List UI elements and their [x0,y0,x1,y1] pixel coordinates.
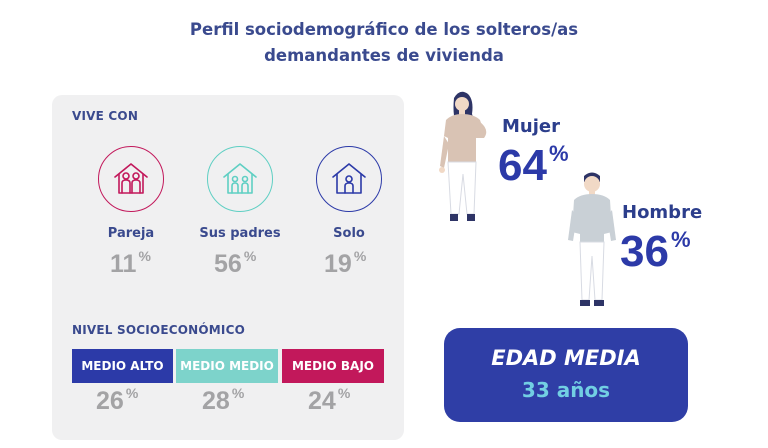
medio-alto-segment: MEDIO ALTO [72,349,173,383]
vive-con-label: VIVE CON [72,109,139,123]
medio-alto-value: 26% [96,385,139,415]
title-line-2: demandantes de vivienda [264,46,504,65]
woman-figure-icon [439,91,487,221]
medio-bajo-segment: MEDIO BAJO [282,349,384,383]
hombre-label: Hombre [622,202,703,223]
mujer-value: 64% [498,141,569,190]
title-line-1: Perfil sociodemográfico de los solteros/… [189,20,579,39]
single-house-icon [316,146,382,212]
medio-medio-segment: MEDIO MEDIO [176,349,278,383]
vive-con-solo-label: Solo [333,226,365,241]
couple-house-icon [98,146,164,212]
man-figure-icon [568,172,616,306]
page-title: Perfil sociodemográfico de los solteros/… [0,17,768,69]
vive-con-sus-padres-label: Sus padres [199,226,281,241]
edad-media-title: EDAD MEDIA [491,346,641,370]
medio-medio-value: 28% [202,385,245,415]
vive-con-sus-padres-value: 56% [214,248,257,278]
vive-con-pareja-label: Pareja [107,226,155,241]
edad-media-card: EDAD MEDIA 33 años [444,328,688,422]
vive-con-solo-value: 19% [324,248,367,278]
nivel-socioeconomico-label: NIVEL SOCIOECONÓMICO [72,323,245,337]
vive-con-pareja-value: 11% [110,248,151,278]
hombre-value: 36% [620,227,691,276]
family-house-icon [207,146,273,212]
mujer-label: Mujer [502,116,560,137]
medio-bajo-value: 24% [308,385,351,415]
edad-media-value: 33 años [521,378,611,402]
